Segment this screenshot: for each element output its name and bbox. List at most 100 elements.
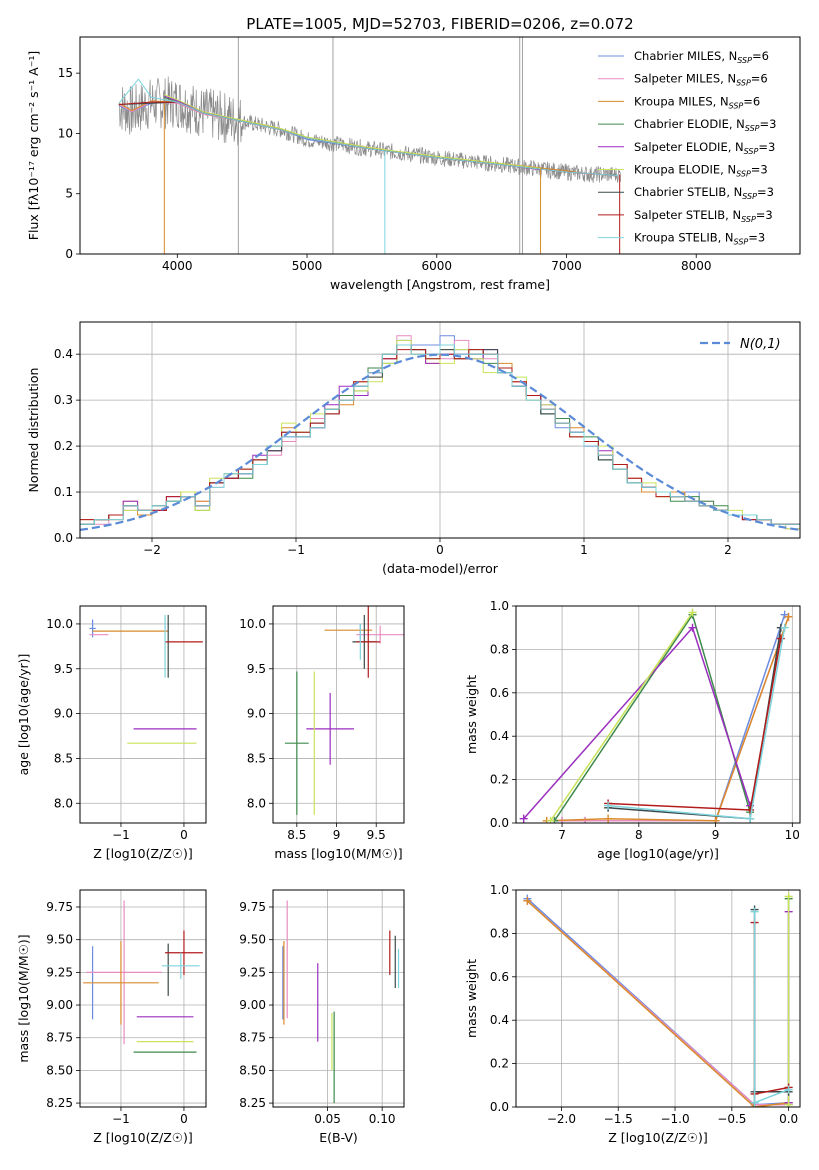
y-axis-label: Flux [fλ10⁻¹⁷ erg cm⁻² s⁻¹ A⁻¹]: [26, 51, 41, 240]
mass-weight-marker: [711, 816, 720, 823]
plot-area: [523, 892, 793, 1107]
figure-title: PLATE=1005, MJD=52703, FIBERID=0206, z=0…: [246, 15, 633, 33]
x-axis-label: (data-model)/error: [382, 561, 499, 576]
mass-weight-line: [523, 626, 751, 820]
x-axis-label: Z [log10(Z/Z☉)]: [608, 1130, 708, 1145]
model-line: [118, 78, 619, 177]
axes-frame: [79, 605, 207, 824]
y-tick-label: 8.75: [239, 1031, 266, 1045]
y-tick-label: 8.0: [54, 796, 73, 810]
plot-area: [284, 606, 404, 815]
mass-weight-marker: [523, 896, 532, 905]
y-tick-label: 9.25: [239, 965, 266, 979]
x-tick-label: −1: [112, 828, 130, 842]
plot-area: [89, 614, 203, 744]
panel-massweight-vs-Z: −2.0 −1.5 −1.0 −0.5 0.0 0.0 0.2 0.4 0.6 0.8 1.0 Z […: [464, 883, 801, 1145]
plot-area: [83, 900, 203, 1053]
y-tick-label: 8.50: [46, 1063, 73, 1077]
y-tick-label: 15: [58, 66, 73, 80]
legend-label: N(0,1): [740, 337, 781, 352]
plot-area: [80, 335, 800, 531]
y-tick-label: 10.0: [46, 617, 73, 631]
x-tick-label: 8000: [681, 259, 712, 273]
y-tick-label: 1.0: [490, 883, 509, 897]
y-tick-label: 9.75: [239, 900, 266, 914]
y-tick-label: 0.8: [490, 642, 509, 656]
x-tick-label: 0.0: [779, 1112, 798, 1126]
y-tick-label: 9.50: [239, 933, 266, 947]
y-tick-label: 8.5: [247, 751, 266, 765]
x-tick-label: −1: [287, 543, 305, 557]
legend-label: Kroupa ELODIE, NSSP=3: [634, 163, 768, 179]
axes-frame: [79, 36, 801, 255]
x-tick-label: 8.5: [287, 828, 306, 842]
y-tick-label: 0: [65, 247, 73, 261]
panel-massweight-vs-age: 7 8 9 10 0.0 0.2 0.4 0.6 0.8 1.0 age [log10(age/yr…: [464, 599, 801, 861]
y-tick-label: 0.0: [54, 531, 73, 545]
mass-weight-marker: [688, 623, 697, 632]
x-axis-label: age [log10(age/yr)]: [597, 846, 719, 861]
plot-area: [519, 608, 793, 823]
x-tick-label: −2.0: [547, 1112, 576, 1126]
y-tick-label: 0.2: [54, 439, 73, 453]
mass-weight-line: [546, 616, 790, 822]
axes-frame: [272, 605, 405, 824]
panel-mass-vs-EBV: 0.05 0.10 8.25 8.50 8.75 9.00 9.25 9.50 9.75 E(B-…: [239, 889, 405, 1145]
y-tick-label: 10: [58, 126, 73, 140]
y-tick-label: 9.00: [46, 998, 73, 1012]
y-tick-label: 9.5: [54, 662, 73, 676]
y-tick-label: 9.0: [247, 707, 266, 721]
x-tick-label: 2: [724, 543, 732, 557]
mass-weight-line: [526, 900, 789, 1106]
legend-label: Salpeter MILES, NSSP=6: [634, 72, 768, 88]
histogram-step: [80, 344, 800, 525]
y-tick-label: 0.0: [490, 816, 509, 830]
mass-weight-marker: [750, 1098, 759, 1107]
x-axis-label: Z [log10(Z/Z☉)]: [93, 846, 193, 861]
mass-weight-line: [562, 614, 786, 822]
x-tick-label: −1.5: [604, 1112, 633, 1126]
mass-weight-line: [608, 638, 782, 811]
y-tick-label: 8.5: [54, 751, 73, 765]
x-tick-label: 8: [635, 828, 643, 842]
y-tick-label: 0.4: [490, 1013, 509, 1027]
legend-label: Salpeter STELIB, NSSP=3: [634, 208, 773, 224]
mass-weight-marker: [776, 634, 785, 643]
x-tick-label: 9.5: [367, 828, 386, 842]
x-axis-label: mass [log10(M/M☉)]: [274, 846, 402, 861]
y-tick-label: 9.75: [46, 900, 73, 914]
mass-weight-marker: [784, 612, 793, 621]
x-tick-label: 5000: [292, 259, 323, 273]
axes-frame: [79, 889, 207, 1108]
legend-label: Chabrier ELODIE, NSSP=3: [634, 117, 776, 133]
x-tick-label: 0.05: [314, 1112, 341, 1126]
mass-weight-marker: [604, 801, 613, 810]
axes-frame: [515, 605, 801, 824]
mass-weight-line: [526, 900, 789, 1107]
mass-weight-line: [753, 922, 789, 1095]
y-axis-label: mass [log10(M/M☉)]: [16, 934, 31, 1062]
x-tick-label: 7000: [551, 259, 582, 273]
x-tick-label: −2: [143, 543, 161, 557]
y-tick-label: 0.6: [490, 686, 509, 700]
mass-weight-marker: [784, 1085, 793, 1094]
y-tick-label: 5: [65, 187, 73, 201]
x-tick-label: 0.10: [369, 1112, 396, 1126]
plot-area: [282, 900, 400, 1104]
mass-weight-marker: [746, 805, 755, 814]
y-axis-label: mass weight: [464, 675, 479, 754]
axes-frame: [272, 889, 405, 1108]
x-axis-label: wavelength [Angstrom, rest frame]: [330, 277, 550, 292]
x-tick-label: 9: [712, 828, 720, 842]
y-tick-label: 1.0: [490, 599, 509, 613]
mass-weight-line: [526, 898, 789, 1106]
legend-label: Kroupa STELIB, NSSP=3: [634, 231, 765, 247]
y-tick-label: 10.0: [239, 617, 266, 631]
x-tick-label: 0: [180, 1112, 188, 1126]
x-tick-label: 9: [333, 828, 341, 842]
legend-label: Chabrier STELIB, NSSP=3: [634, 185, 774, 201]
y-tick-label: 0.2: [490, 1057, 509, 1071]
legend-label: Salpeter ELODIE, NSSP=3: [634, 140, 775, 156]
y-tick-label: 0.1: [54, 485, 73, 499]
y-tick-label: 8.0: [247, 796, 266, 810]
